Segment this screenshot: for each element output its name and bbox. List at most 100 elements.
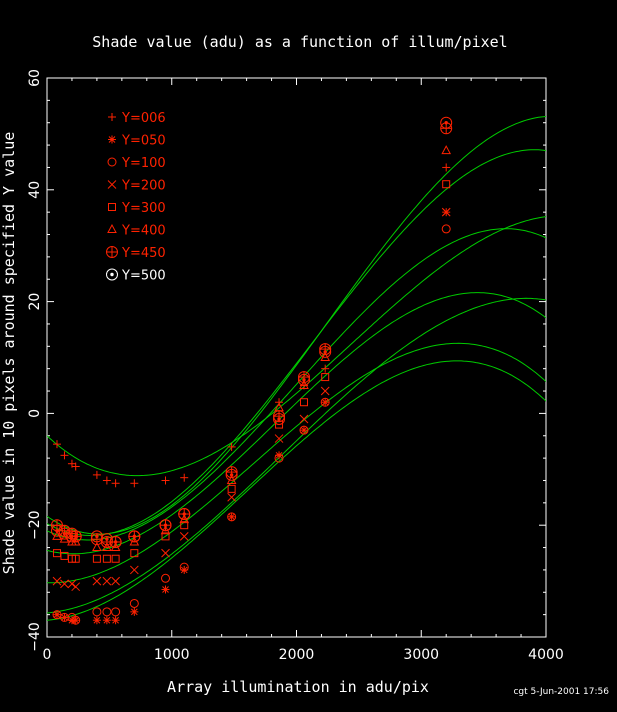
data-point [227, 442, 236, 451]
data-point-stroke [274, 434, 284, 443]
y-axis-label: Shade value in 10 pixels around specifie… [0, 132, 18, 575]
data-point-ring [274, 453, 284, 463]
data-point-stroke [103, 616, 111, 624]
data-point [71, 615, 81, 625]
y-tick-label: −40 [27, 622, 43, 652]
data-point [60, 613, 69, 622]
data-point [111, 607, 121, 617]
data-point [129, 565, 139, 575]
data-point [161, 585, 170, 594]
data-point-ring [320, 397, 330, 407]
data-point [102, 554, 111, 563]
fit-curve [47, 360, 546, 621]
data-point [111, 616, 120, 625]
data-point-box [442, 180, 451, 189]
legend-marker-box [108, 203, 116, 211]
data-point [102, 616, 111, 625]
data-point-dot [113, 540, 118, 544]
data-point [299, 398, 308, 407]
x-tick-label: 2000 [279, 647, 315, 663]
fit-curves [47, 116, 546, 621]
data-point [297, 373, 310, 386]
data-point [321, 364, 330, 373]
legend-marker-dot [110, 272, 114, 277]
data-point-dot [277, 417, 281, 421]
data-point [52, 576, 62, 586]
fit-curve [47, 292, 546, 555]
legend-marker-stroke [107, 180, 117, 189]
data-point [161, 548, 170, 558]
data-point-stroke [61, 614, 68, 621]
data-point [441, 145, 452, 155]
data-point-ring [273, 412, 286, 425]
data-point-stroke [111, 576, 120, 586]
data-point-dot [444, 121, 448, 125]
data-point-tri [441, 145, 452, 155]
data-point [130, 549, 139, 558]
legend-marker [106, 268, 118, 281]
data-point [100, 533, 113, 546]
data-point [440, 116, 453, 129]
x-tick-label: 3000 [403, 647, 439, 663]
data-point [102, 576, 112, 586]
data-point-dot [323, 350, 327, 354]
data-point-stroke [275, 451, 283, 459]
data-point-ring [111, 607, 121, 617]
data-point [161, 532, 170, 541]
data-point [71, 462, 80, 471]
legend-label: Y=100 [121, 156, 166, 171]
data-point-ring [225, 468, 238, 481]
data-point [92, 470, 101, 479]
data-point-dot [229, 473, 234, 477]
data-point [321, 373, 330, 382]
data-point [274, 434, 284, 443]
data-point-ring [159, 519, 172, 532]
data-point [273, 412, 286, 425]
data-point [92, 616, 101, 625]
data-point [129, 598, 139, 608]
data-point [102, 476, 111, 485]
data-point-stroke [321, 398, 329, 406]
data-point [161, 573, 171, 583]
x-tick-label: 1000 [154, 647, 190, 663]
data-point-box [102, 554, 111, 563]
data-point-stroke [441, 207, 451, 217]
data-point [319, 343, 332, 356]
data-point-stroke [52, 576, 62, 586]
legend-label: Y=300 [121, 201, 166, 216]
data-point [65, 530, 78, 543]
data-point-stroke [60, 579, 69, 589]
data-point [130, 479, 139, 488]
plot-area: 0 1000 2000 3000 4000 −40 −20 0 20 40 60 Y=006 Y=050… [27, 69, 564, 663]
data-point [69, 530, 82, 543]
data-point-ring [299, 425, 309, 435]
data-point-ring [71, 615, 81, 625]
fit-curve [47, 342, 546, 584]
data-point [59, 612, 69, 622]
legend-marker-ring [106, 268, 118, 281]
data-point-stroke [161, 548, 170, 558]
data-point-box [180, 521, 189, 530]
data-point [50, 524, 63, 537]
data-point [92, 554, 101, 563]
data-point-stroke [129, 565, 139, 575]
data-point-dot [163, 523, 168, 527]
data-point [179, 562, 189, 572]
data-point-ring [179, 562, 189, 572]
data-point-ring [319, 345, 332, 358]
data-point [109, 535, 122, 548]
data-point-ring [178, 508, 191, 521]
data-point-ring [227, 512, 237, 522]
data-point [442, 163, 451, 172]
data-point-ring [109, 535, 122, 548]
data-point-stroke [72, 616, 80, 624]
fit-curve [47, 228, 546, 541]
data-point-stroke [71, 582, 81, 592]
data-point-dot [55, 529, 59, 533]
data-point [225, 466, 238, 479]
x-tick-label: 0 [43, 647, 52, 663]
data-point-dot [302, 378, 306, 382]
data-point-box [161, 532, 170, 541]
data-point-ring [128, 530, 141, 543]
data-point [58, 527, 71, 540]
